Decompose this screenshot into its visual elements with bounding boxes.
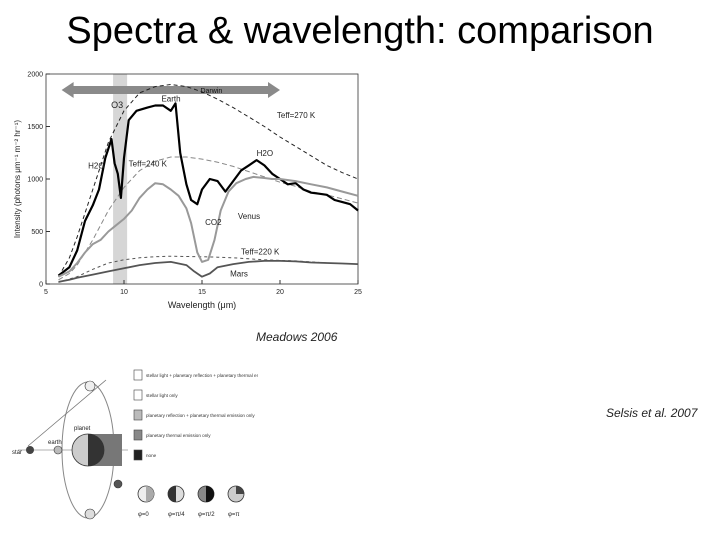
earth-label: earth [48,440,62,446]
darwin-band-label: Darwin [200,88,222,95]
phase-marker-bottom [84,508,96,520]
phase-marker-top [84,380,96,392]
planet-night-side [88,434,104,466]
legend-text-4: none [146,453,157,458]
darwin-band-arrow [61,82,280,98]
x-tick-label-0: 5 [44,289,48,296]
phase-diagram-figure: star planet earth stellar light + planet… [8,364,258,536]
annotation-5: Mars [230,270,248,279]
annotation-2: H2O [257,149,273,158]
annotation-8: Teff=220 K [241,248,280,257]
star-icon [26,446,34,454]
y-tick-label-2: 1000 [27,177,43,184]
phase-label-2: φ=π/4 [168,512,185,518]
caption-selsis: Selsis et al. 2007 [606,406,698,420]
x-tick-label-4: 25 [354,289,362,296]
annotation-7: Teff=240 K [129,159,168,168]
y-tick-label-3: 1500 [27,124,43,131]
phase-disc-1-shade [146,486,154,502]
y-axis-label: Intensity (photons μm⁻¹ m⁻² hr⁻¹) [13,120,22,239]
annotation-1: H2O [88,162,104,171]
spectrum-chart: O3 5 10 15 20 25 0 500 1000 1500 2000 Wavelength (μ… [8,64,368,320]
y-tick-label-0: 0 [39,282,43,289]
x-tick-label-3: 20 [276,289,284,296]
legend-text-0: stellar light + planetary reflection + p… [146,373,258,378]
series-line-earth [57,102,359,277]
y-tick-label-4: 2000 [27,72,43,79]
series-line-mars [58,260,359,283]
annotation-0: Earth [161,94,180,103]
phase-disc-2-shade [168,486,176,502]
phase-label-4: φ=π [228,512,240,518]
phase-marker-right [113,479,123,489]
legend-swatch-3 [133,429,143,441]
star-ray [27,379,107,447]
legend-text-2: planetary reflection + planetary thermal… [146,413,255,418]
legend-swatch-4 [133,449,143,461]
x-tick-label-2: 15 [198,289,206,296]
x-tick-label-1: 10 [120,289,128,296]
x-axis-label: Wavelength (μm) [168,300,236,310]
annotation-6: Teff=270 K [277,111,316,120]
legend-swatch-1 [133,389,143,401]
legend-swatch-0 [133,369,143,381]
phase-marker-left [53,445,63,455]
legend-text-1: stellar light only [146,393,178,398]
series-line-venus [58,175,359,278]
legend-text-3: planetary thermal emission only [146,433,211,438]
phase-label-1: φ=0 [138,512,149,518]
slide-title: Spectra & wavelength: comparison [66,10,654,52]
phase-disc-3-shade [206,486,214,502]
caption-meadows: Meadows 2006 [256,330,338,344]
annotation-3: CO2 [205,218,222,227]
star-label: star [12,450,22,456]
phase-label-3: φ=π/2 [198,512,215,518]
ozone-label: O3 [111,100,123,110]
legend-swatch-2 [133,409,143,421]
annotation-4: Venus [238,212,260,221]
phase-disc-4-shade [236,486,244,494]
y-tick-label-1: 500 [31,229,43,236]
planet-label: planet [74,426,91,432]
reference-curve-0 [58,83,359,277]
